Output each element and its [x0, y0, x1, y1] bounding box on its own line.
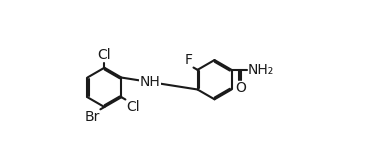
- Text: Br: Br: [84, 110, 99, 124]
- Text: F: F: [185, 53, 193, 67]
- Text: NH: NH: [140, 75, 161, 89]
- Text: O: O: [235, 81, 246, 95]
- Text: Cl: Cl: [126, 100, 140, 114]
- Text: Cl: Cl: [98, 48, 111, 62]
- Text: NH₂: NH₂: [248, 63, 274, 77]
